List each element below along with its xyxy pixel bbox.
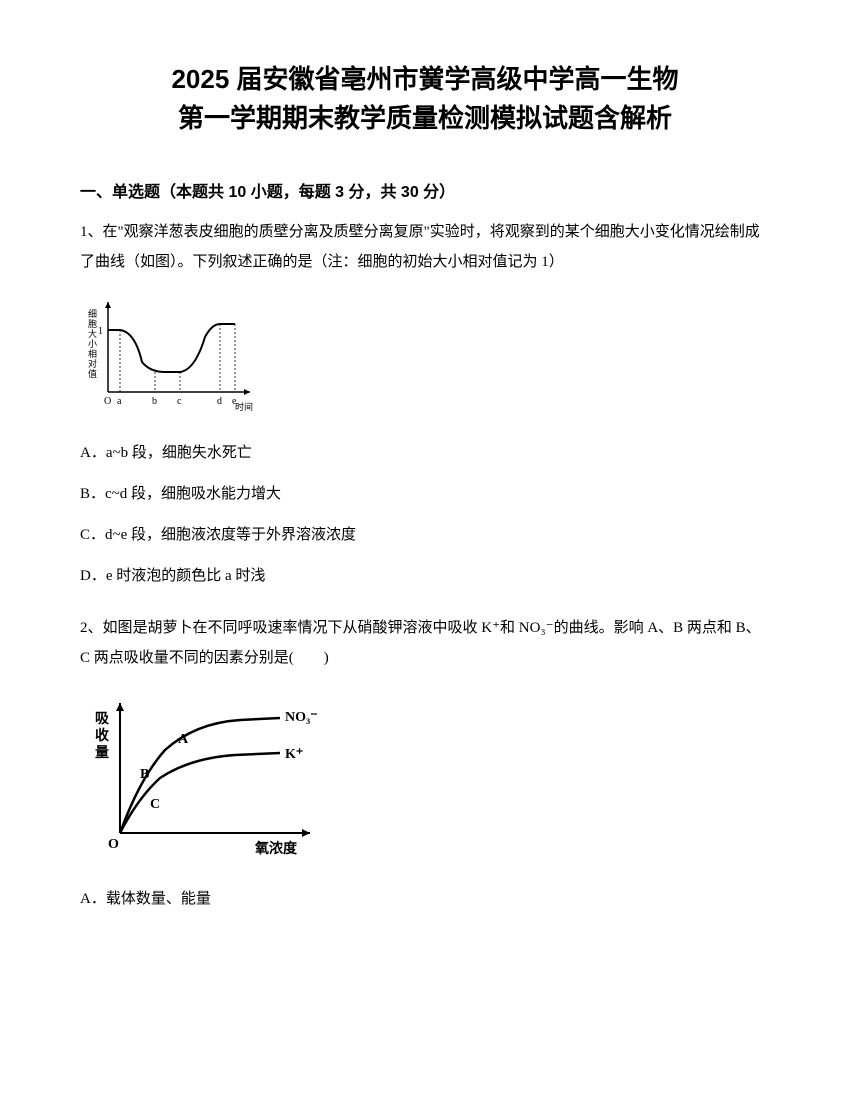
absorption-chart: 吸 收 量 氧浓度 O NO₃⁻ K⁺ A B C	[80, 688, 340, 858]
question-2-option-a: A．载体数量、能量	[80, 883, 770, 916]
svg-text:细: 细	[88, 308, 97, 319]
figure-1: 细 胞 大 小 相 对 值 1 O a b c d e 时间	[80, 292, 770, 417]
svg-text:吸: 吸	[95, 711, 110, 727]
svg-text:量: 量	[95, 745, 109, 761]
origin-label: O	[108, 837, 119, 852]
point-c: C	[150, 797, 160, 812]
question-1-option-b: B．c~d 段，细胞吸水能力增大	[80, 478, 770, 511]
question-2-text: 2、如图是胡萝卜在不同呼吸速率情况下从硝酸钾溶液中吸收 K⁺和 NO₃⁻的曲线。…	[80, 613, 770, 673]
question-1-option-c: C．d~e 段，细胞液浓度等于外界溶液浓度	[80, 519, 770, 552]
figure-2: 吸 收 量 氧浓度 O NO₃⁻ K⁺ A B C	[80, 688, 770, 863]
question-1-option-d: D．e 时液泡的颜色比 a 时浅	[80, 560, 770, 593]
point-b: B	[140, 767, 149, 782]
svg-text:收: 收	[95, 727, 110, 744]
x-tick: O	[104, 396, 111, 407]
x-label: 时间	[235, 401, 253, 412]
curve-label-no3: NO₃⁻	[285, 710, 318, 725]
x-tick: b	[152, 396, 157, 407]
question-2: 2、如图是胡萝卜在不同呼吸速率情况下从硝酸钾溶液中吸收 K⁺和 NO₃⁻的曲线。…	[80, 613, 770, 916]
svg-text:对: 对	[88, 358, 97, 369]
svg-text:小: 小	[88, 339, 97, 349]
svg-text:1: 1	[98, 326, 103, 337]
svg-text:相: 相	[88, 348, 97, 359]
curve-label-k: K⁺	[285, 747, 303, 762]
svg-text:值: 值	[88, 368, 97, 379]
point-a: A	[178, 732, 189, 747]
x-tick: a	[117, 396, 122, 407]
section-header: 一、单选题（本题共 10 小题，每题 3 分，共 30 分）	[80, 178, 770, 202]
x-label: 氧浓度	[254, 840, 298, 857]
plasmolysis-chart: 细 胞 大 小 相 对 值 1 O a b c d e 时间	[80, 292, 260, 412]
question-1-option-a: A．a~b 段，细胞失水死亡	[80, 437, 770, 470]
x-tick: d	[217, 396, 222, 407]
x-tick: c	[177, 396, 182, 407]
title-line-1: 2025 届安徽省亳州市黉学高级中学高一生物	[80, 60, 770, 99]
svg-text:胞: 胞	[88, 318, 97, 329]
title-line-2: 第一学期期末教学质量检测模拟试题含解析	[80, 99, 770, 138]
exam-title: 2025 届安徽省亳州市黉学高级中学高一生物 第一学期期末教学质量检测模拟试题含…	[80, 60, 770, 138]
svg-text:大: 大	[88, 328, 97, 339]
question-1-text: 1、在"观察洋葱表皮细胞的质壁分离及质壁分离复原"实验时，将观察到的某个细胞大小…	[80, 217, 770, 277]
question-1: 1、在"观察洋葱表皮细胞的质壁分离及质壁分离复原"实验时，将观察到的某个细胞大小…	[80, 217, 770, 593]
